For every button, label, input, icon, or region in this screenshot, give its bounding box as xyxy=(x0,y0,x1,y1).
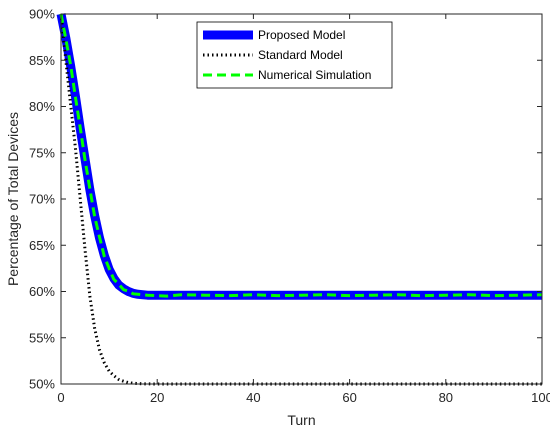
legend-label-1: Standard Model xyxy=(258,48,343,62)
y-tick-label: 80% xyxy=(29,99,55,114)
x-tick-label: 80 xyxy=(439,390,453,405)
y-tick-label: 90% xyxy=(29,7,55,22)
x-tick-label: 0 xyxy=(57,390,64,405)
legend-label-2: Numerical Simulation xyxy=(258,68,371,82)
legend: Proposed Model Standard Model Numerical Si… xyxy=(196,21,393,89)
x-axis-label: Turn xyxy=(287,412,315,428)
tick-layer: 0 20 40 60 80 100 50% 55% 60% 65% 70% 75% 80% 85% 90% xyxy=(29,7,550,406)
y-tick-label: 55% xyxy=(29,330,55,345)
legend-label-0: Proposed Model xyxy=(258,28,345,42)
x-tick-label: 20 xyxy=(150,390,164,405)
x-tick-label: 60 xyxy=(342,390,356,405)
y-tick-label: 85% xyxy=(29,53,55,68)
y-tick-label: 70% xyxy=(29,192,55,207)
y-tick-label: 50% xyxy=(29,377,55,392)
series-layer xyxy=(56,13,543,386)
x-tick-label: 100 xyxy=(531,390,550,405)
y-axis-label: Percentage of Total Devices xyxy=(5,112,21,286)
y-tick-label: 60% xyxy=(29,284,55,299)
series-line-2 xyxy=(59,13,543,298)
series-line-1 xyxy=(59,13,542,386)
legend-items: Proposed Model Standard Model Numerical Si… xyxy=(203,28,371,82)
y-tick-label: 75% xyxy=(29,145,55,160)
y-tick-label: 65% xyxy=(29,238,55,253)
x-tick-label: 40 xyxy=(246,390,260,405)
